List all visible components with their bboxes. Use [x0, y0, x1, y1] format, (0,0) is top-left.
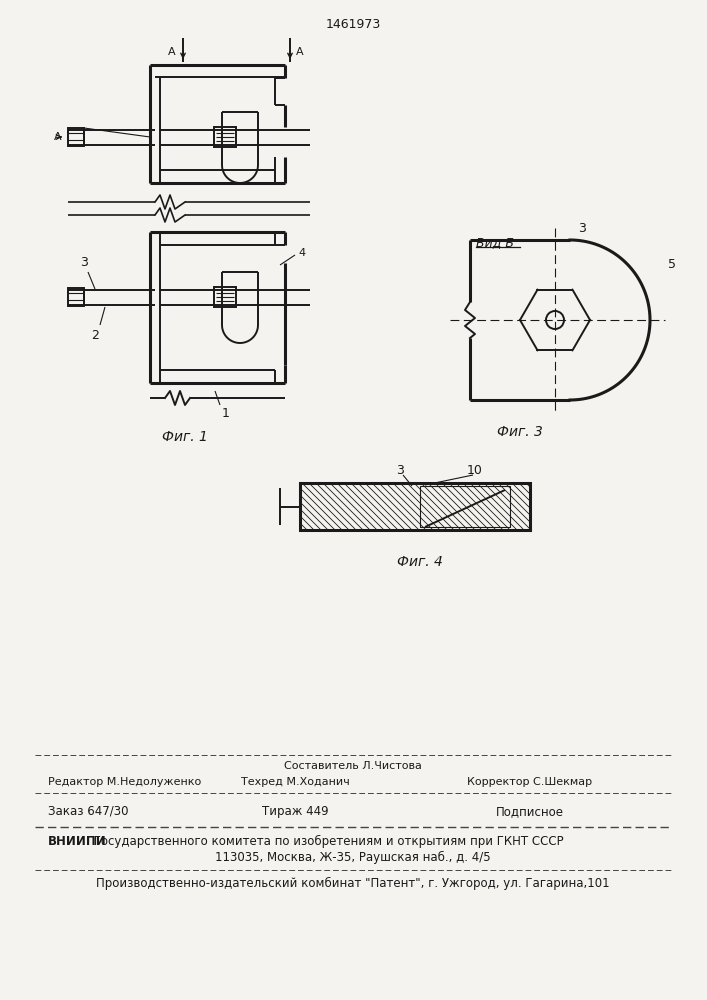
Text: Фиг. 3: Фиг. 3	[497, 425, 543, 439]
Text: 2: 2	[91, 329, 99, 342]
Text: A: A	[54, 132, 62, 142]
Text: Вид Б: Вид Б	[476, 236, 514, 249]
Text: 1461973: 1461973	[325, 18, 380, 31]
Text: A: A	[296, 47, 304, 57]
Bar	[420, 486, 510, 527]
Bar	[68, 128, 84, 146]
Text: ВНИИПИ: ВНИИПИ	[48, 835, 107, 848]
Text: Подписное: Подписное	[496, 805, 564, 818]
Text: A: A	[168, 47, 176, 57]
Text: Составитель Л.Чистова: Составитель Л.Чистова	[284, 761, 422, 771]
Text: Редактор М.Недолуженко: Редактор М.Недолуженко	[48, 777, 201, 787]
Text: Государственного комитета по изобретениям и открытиям при ГКНТ СССР: Государственного комитета по изобретения…	[90, 835, 563, 848]
Text: 3: 3	[396, 464, 404, 478]
Text: 3: 3	[80, 256, 88, 269]
Text: Фиг. 4: Фиг. 4	[397, 555, 443, 569]
Text: Тираж 449: Тираж 449	[262, 805, 328, 818]
Bar	[68, 288, 84, 306]
Text: Производственно-издательский комбинат "Патент", г. Ужгород, ул. Гагарина,101: Производственно-издательский комбинат "П…	[96, 877, 610, 890]
Text: 113035, Москва, Ж-35, Раушская наб., д. 4/5: 113035, Москва, Ж-35, Раушская наб., д. …	[215, 851, 491, 864]
Bar	[214, 287, 236, 307]
Text: 1: 1	[222, 407, 230, 420]
Text: 10: 10	[467, 464, 483, 478]
Text: 5: 5	[668, 258, 676, 271]
Text: 3: 3	[578, 222, 586, 234]
Text: Корректор С.Шекмар: Корректор С.Шекмар	[467, 777, 592, 787]
Text: 4: 4	[298, 248, 305, 258]
Text: Заказ 647/30: Заказ 647/30	[48, 805, 129, 818]
Bar	[300, 483, 530, 530]
Bar	[214, 127, 236, 147]
Text: Фиг. 1: Фиг. 1	[162, 430, 208, 444]
Text: Техред М.Ходанич: Техред М.Ходанич	[240, 777, 349, 787]
